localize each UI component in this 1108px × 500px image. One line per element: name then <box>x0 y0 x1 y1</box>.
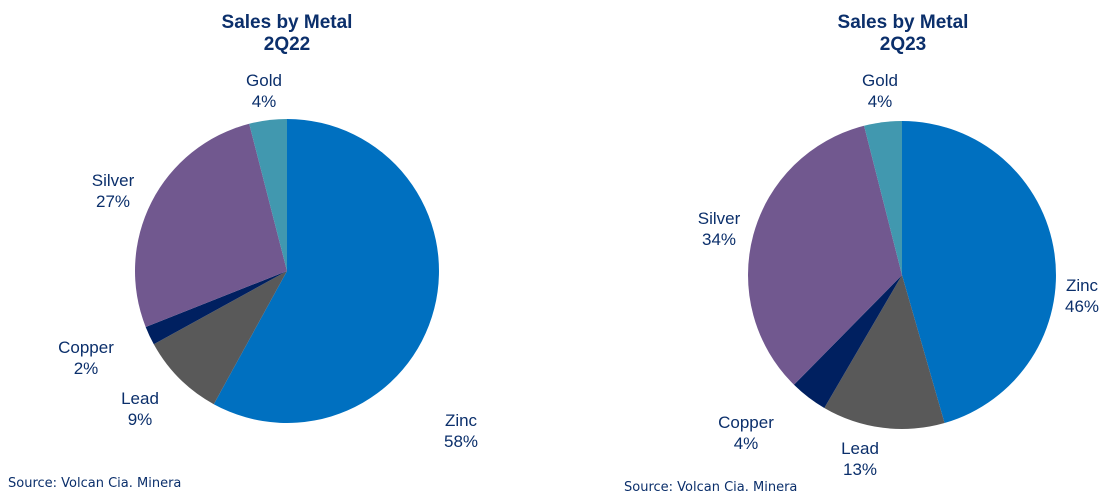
slice-percent: 2% <box>73 359 99 378</box>
chart-subtitle-text: 2Q23 <box>879 34 927 55</box>
slice-label-gold: Gold 4% <box>850 70 910 112</box>
slice-percent: 46% <box>1064 297 1100 316</box>
slice-label-copper: Copper 4% <box>706 412 786 454</box>
chart-title-text: Sales by Metal <box>221 12 353 33</box>
chart-title-text: Sales by Metal <box>837 12 969 33</box>
slice-label-lead: Lead 9% <box>110 388 170 430</box>
pie-slice-lead <box>153 271 287 405</box>
slice-percent: 27% <box>95 192 131 211</box>
pie-slice-zinc <box>902 121 1056 423</box>
pie-slice-copper <box>793 275 902 408</box>
slice-name: Silver <box>697 209 741 228</box>
chart-title-2q22: Sales by Metal 2Q22 <box>137 12 437 56</box>
slice-name: Gold <box>862 71 898 90</box>
pie-slice-gold <box>249 119 287 271</box>
slice-percent: 9% <box>127 410 153 429</box>
pie-slice-copper <box>145 271 287 345</box>
slice-label-zinc: Zinc 58% <box>428 410 494 452</box>
slice-percent: 58% <box>443 432 479 451</box>
slice-label-silver: Silver 34% <box>684 208 754 250</box>
pie-slice-gold <box>864 121 902 275</box>
slice-name: Zinc <box>444 411 478 430</box>
pie-slice-zinc <box>213 119 439 423</box>
pie-slice-silver <box>134 123 287 327</box>
slice-percent: 34% <box>701 230 737 249</box>
slice-percent: 4% <box>733 434 759 453</box>
slice-label-zinc: Zinc 46% <box>1056 275 1108 317</box>
slice-percent: 13% <box>842 460 878 479</box>
slice-name: Silver <box>91 171 135 190</box>
slice-label-silver: Silver 27% <box>78 170 148 212</box>
slice-label-gold: Gold 4% <box>234 70 294 112</box>
slice-percent: 4% <box>251 92 277 111</box>
slice-name: Zinc <box>1065 276 1099 295</box>
slice-name: Copper <box>718 413 774 432</box>
slice-percent: 4% <box>867 92 893 111</box>
chart-subtitle-text: 2Q22 <box>263 34 311 55</box>
pie-slice-lead <box>824 275 945 429</box>
slice-name: Gold <box>246 71 282 90</box>
slice-label-lead: Lead 13% <box>830 438 890 480</box>
source-note: Source: Volcan Cia. Minera <box>8 476 182 491</box>
slice-name: Copper <box>58 338 114 357</box>
chart-title-2q23: Sales by Metal 2Q23 <box>753 12 1053 56</box>
slice-name: Lead <box>121 389 159 408</box>
slice-name: Lead <box>841 439 879 458</box>
pie-slice-silver <box>747 125 902 385</box>
slice-label-copper: Copper 2% <box>46 337 126 379</box>
source-note: Source: Volcan Cia. Minera <box>624 480 798 495</box>
